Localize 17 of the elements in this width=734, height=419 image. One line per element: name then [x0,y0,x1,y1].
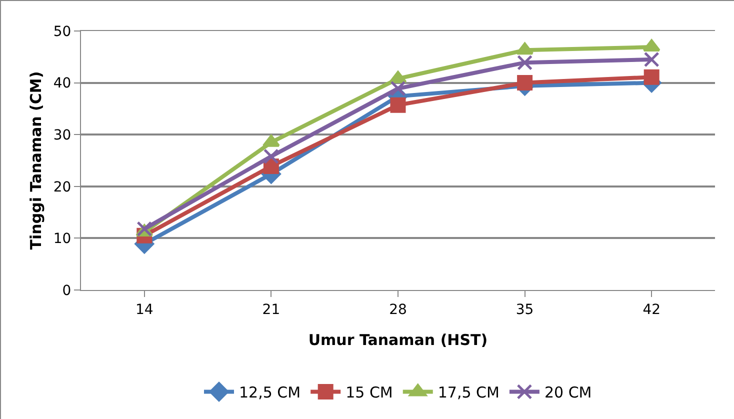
y-tick-label: 0 [62,282,72,299]
x-tick-label: 35 [516,302,534,318]
y-tick-label: 50 [53,24,72,40]
legend-label: 15 CM [346,384,393,402]
y-tick-label: 10 [53,231,72,248]
x-tick-label: 14 [135,302,154,318]
y-tick-label: 40 [53,76,72,92]
legend-label: 20 CM [544,384,592,402]
x-tick-label: 42 [642,302,661,318]
x-tick-label: 21 [262,302,280,318]
legend-label: 12,5 CM [239,384,301,402]
x-tick-label: 28 [389,302,407,318]
y-tick-label: 20 [53,179,72,196]
y-tick-label: 30 [53,128,72,144]
x-axis-title: Umur Tanaman (HST) [308,331,488,349]
y-axis-title: Tinggi Tanaman (CM) [27,71,45,250]
legend-label: 17,5 CM [438,384,500,402]
